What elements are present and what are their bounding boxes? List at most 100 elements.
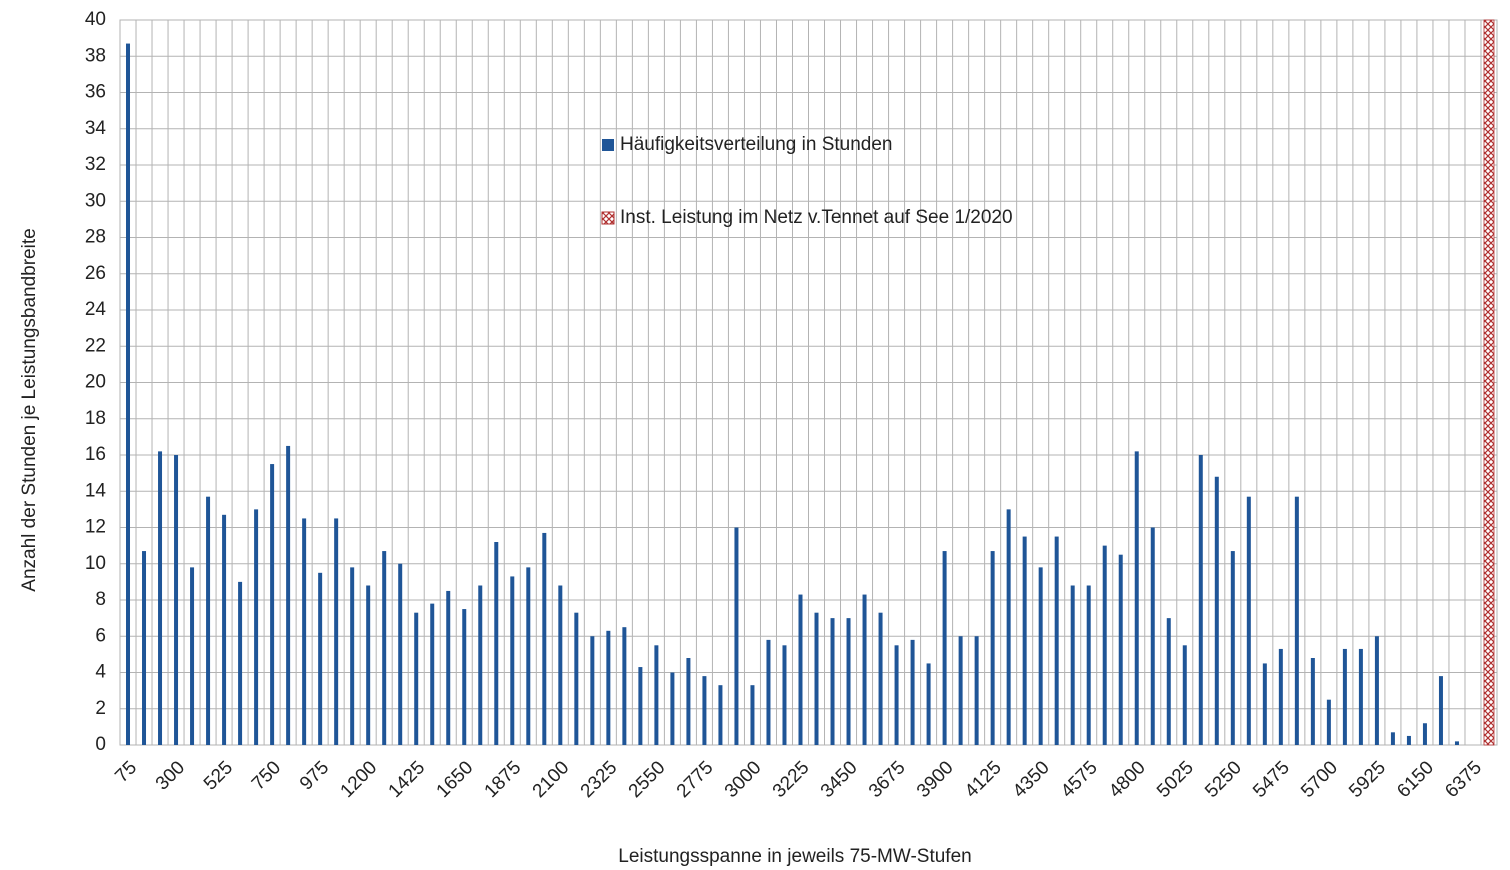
bar bbox=[366, 585, 371, 745]
bar bbox=[798, 594, 803, 745]
bar bbox=[494, 542, 499, 745]
bar bbox=[1422, 723, 1427, 745]
bar bbox=[670, 672, 675, 745]
x-tick-label: 5250 bbox=[1201, 757, 1246, 802]
bar bbox=[1326, 699, 1331, 745]
bar bbox=[622, 627, 627, 745]
bar bbox=[318, 572, 323, 745]
x-tick-label: 5025 bbox=[1153, 757, 1198, 802]
x-tick-label: 3000 bbox=[721, 757, 766, 802]
bar bbox=[814, 612, 819, 745]
bar bbox=[1278, 648, 1283, 745]
bar bbox=[126, 43, 131, 745]
bar bbox=[1342, 648, 1347, 745]
bar bbox=[654, 645, 659, 745]
bar bbox=[606, 630, 611, 745]
bar bbox=[830, 618, 835, 745]
y-tick-label: 16 bbox=[85, 444, 106, 465]
bar bbox=[1406, 735, 1411, 745]
bar bbox=[974, 636, 979, 745]
y-tick-label: 0 bbox=[95, 734, 106, 755]
bar bbox=[398, 563, 403, 745]
y-tick-label: 40 bbox=[85, 9, 106, 30]
x-axis-title: Leistungsspanne in jeweils 75-MW-Stufen bbox=[618, 846, 971, 867]
x-tick-label: 6150 bbox=[1393, 757, 1438, 802]
bar bbox=[1086, 585, 1091, 745]
bar bbox=[1246, 496, 1251, 745]
y-tick-label: 20 bbox=[85, 372, 106, 393]
x-tick-label: 1875 bbox=[481, 757, 526, 802]
x-tick-label: 2100 bbox=[529, 757, 574, 802]
bar bbox=[942, 551, 947, 745]
bar bbox=[1102, 545, 1107, 745]
legend-label: Inst. Leistung im Netz v.Tennet auf See … bbox=[620, 207, 1013, 228]
bar bbox=[1294, 496, 1299, 745]
bar bbox=[1006, 509, 1011, 745]
bar bbox=[1134, 451, 1139, 745]
y-tick-label: 18 bbox=[85, 408, 106, 429]
y-tick-label: 6 bbox=[95, 625, 106, 646]
x-tick-label: 75 bbox=[111, 757, 141, 787]
bar bbox=[414, 612, 419, 745]
bar bbox=[222, 514, 227, 745]
y-tick-label: 34 bbox=[85, 118, 107, 139]
bar bbox=[1166, 618, 1171, 745]
bar bbox=[638, 667, 643, 745]
bar bbox=[1374, 636, 1379, 745]
x-tick-label: 3450 bbox=[817, 757, 862, 802]
bar bbox=[1310, 658, 1315, 745]
bar bbox=[734, 527, 739, 745]
bar bbox=[270, 464, 275, 745]
x-tick-label: 1650 bbox=[433, 757, 478, 802]
bar bbox=[958, 636, 963, 745]
x-tick-label: 4350 bbox=[1009, 757, 1054, 802]
y-tick-label: 38 bbox=[85, 45, 106, 66]
legend-swatch bbox=[601, 211, 615, 225]
bar bbox=[382, 551, 387, 745]
legend-label: Häufigkeitsverteilung in Stunden bbox=[620, 134, 893, 155]
bar bbox=[926, 663, 931, 745]
x-tick-label: 300 bbox=[152, 757, 189, 794]
x-tick-label: 3900 bbox=[913, 757, 958, 802]
bar bbox=[1358, 648, 1363, 745]
bar bbox=[686, 658, 691, 745]
bar bbox=[1022, 536, 1027, 745]
bar bbox=[478, 585, 483, 745]
bar bbox=[1054, 536, 1059, 745]
y-tick-label: 22 bbox=[85, 335, 106, 356]
bar bbox=[254, 509, 259, 745]
bar bbox=[286, 445, 291, 745]
bar bbox=[574, 612, 579, 745]
bar bbox=[1454, 741, 1459, 745]
y-tick-label: 36 bbox=[85, 82, 106, 103]
bar bbox=[1390, 732, 1395, 745]
bar bbox=[1214, 476, 1219, 745]
bar bbox=[1150, 527, 1155, 745]
y-tick-label: 30 bbox=[85, 190, 106, 211]
x-tick-label: 5700 bbox=[1297, 757, 1342, 802]
legend-swatch bbox=[602, 139, 614, 151]
bar bbox=[718, 685, 723, 745]
bar bbox=[238, 581, 243, 745]
y-tick-label: 12 bbox=[85, 517, 106, 538]
bar bbox=[846, 618, 851, 745]
x-tick-label: 1200 bbox=[337, 757, 382, 802]
bar bbox=[334, 518, 339, 745]
bar bbox=[542, 532, 547, 745]
x-tick-label: 750 bbox=[248, 757, 285, 794]
bar bbox=[446, 590, 451, 745]
x-tick-label: 2550 bbox=[625, 757, 670, 802]
bar bbox=[862, 594, 867, 745]
bar bbox=[430, 603, 435, 745]
x-tick-label: 4575 bbox=[1057, 757, 1102, 802]
x-tick-label: 1425 bbox=[385, 757, 430, 802]
bar bbox=[302, 518, 307, 745]
x-tick-label: 5925 bbox=[1345, 757, 1390, 802]
bar bbox=[1038, 567, 1043, 745]
bar bbox=[1262, 663, 1267, 745]
y-tick-label: 8 bbox=[95, 589, 106, 610]
bar bbox=[142, 551, 147, 745]
bar bbox=[158, 451, 163, 745]
